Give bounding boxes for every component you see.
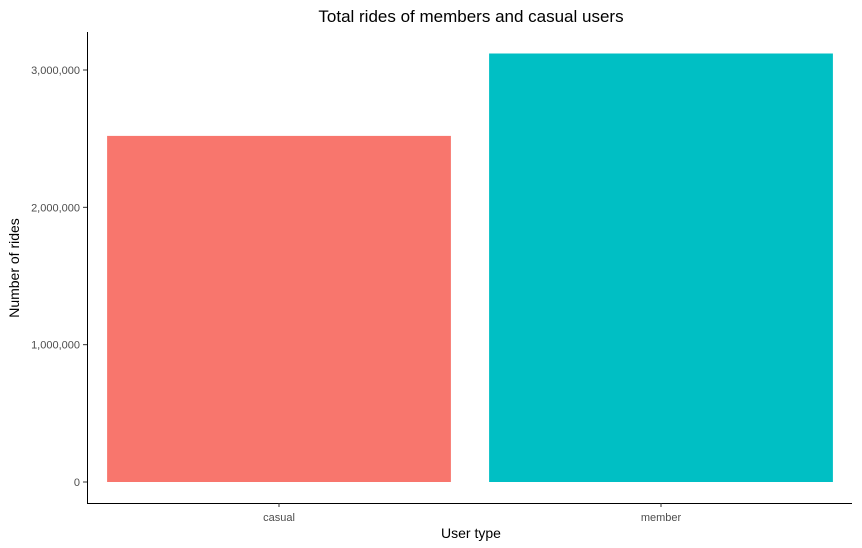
y-tick-label: 1,000,000 <box>31 340 80 352</box>
x-axis-title: User type <box>441 525 501 541</box>
y-tick-label: 2,000,000 <box>31 202 80 214</box>
y-tick-label: 3,000,000 <box>31 65 80 77</box>
x-tick-label: casual <box>263 512 295 524</box>
x-tick-label: member <box>641 512 682 524</box>
y-axis-title: Number of rides <box>6 218 22 318</box>
chart-title: Total rides of members and casual users <box>318 7 623 26</box>
x-axis: casual member <box>87 503 852 524</box>
bars-group <box>107 53 833 482</box>
bar-member <box>489 53 833 482</box>
y-tick-label: 0 <box>74 477 80 489</box>
bar-casual <box>107 135 451 482</box>
y-axis: 0 1,000,000 2,000,000 3,000,000 <box>31 32 88 503</box>
